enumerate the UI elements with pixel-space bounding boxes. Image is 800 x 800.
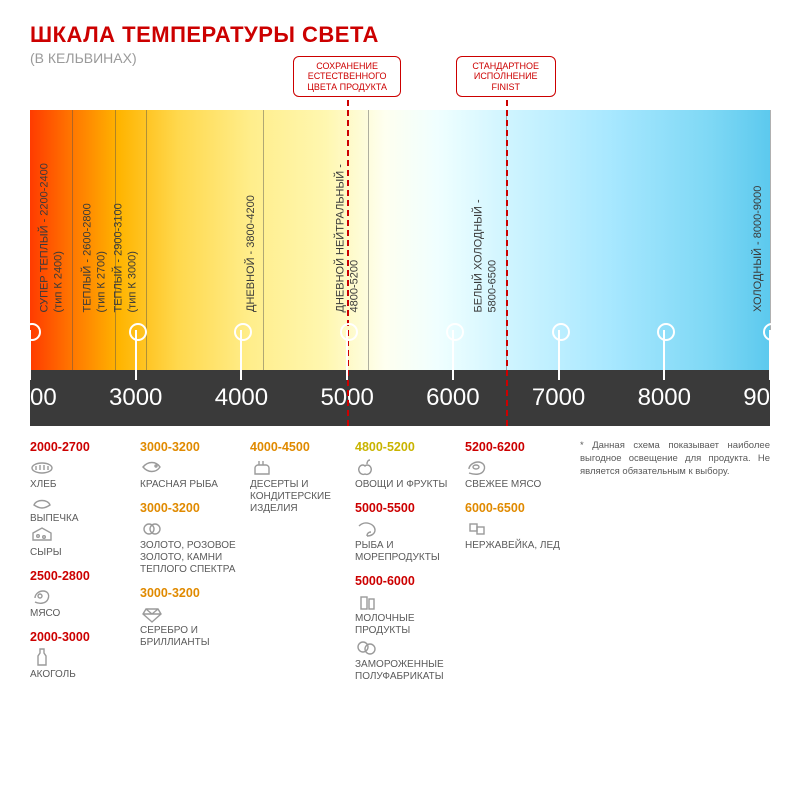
footnote: * Данная схема показывает наиболее выгод… (580, 440, 770, 478)
callout-guideline (506, 100, 508, 426)
rings-icon (140, 518, 164, 538)
product-label: СВЕЖЕЕ МЯСО (465, 479, 580, 491)
product-label: ЗОЛОТО, РОЗОВОЕ ЗОЛОТО, КАМНИ ТЕПЛОГО СП… (140, 540, 255, 576)
temperature-range: 3000-3200 (140, 440, 255, 454)
ice-icon (465, 518, 489, 538)
fish-icon (140, 457, 164, 477)
axis-tick-label: 3000 (109, 384, 162, 412)
product-label: ЗАМОРОЖЕННЫЕ ПОЛУФАБРИКАТЫ (355, 659, 470, 683)
callout-preserve-color: СОХРАНЕНИЕ ЕСТЕСТВЕННОГО ЦВЕТА ПРОДУКТА (293, 56, 401, 97)
temperature-range: 4000-4500 (250, 440, 365, 454)
temperature-range: 2000-3000 (30, 630, 145, 644)
bread-icon (30, 457, 54, 477)
product-label: МОЛОЧНЫЕ ПРОДУКТЫ (355, 613, 470, 637)
axis-tick-label: 8000 (638, 384, 691, 412)
diamond-icon (140, 603, 164, 623)
product-group: 4000-4500 ДЕСЕРТЫ И КОНДИТЕРСКИЕ ИЗДЕЛИЯ (250, 440, 365, 515)
product-group: 5200-6200 СВЕЖЕЕ МЯСО (465, 440, 580, 491)
product-label: СЕРЕБРО И БРИЛЛИАНТЫ (140, 625, 255, 649)
croissant-icon (30, 491, 54, 511)
axis-tick-label: 7000 (532, 384, 585, 412)
cheese-icon (30, 525, 54, 545)
product-column: 4000-4500 ДЕСЕРТЫ И КОНДИТЕРСКИЕ ИЗДЕЛИЯ (250, 440, 365, 525)
page-title: ШКАЛА ТЕМПЕРАТУРЫ СВЕТА (30, 22, 379, 48)
product-label: ХЛЕБ (30, 479, 145, 491)
cake-icon (250, 457, 274, 477)
product-label: АКОГОЛЬ (30, 669, 145, 681)
product-column: 4800-5200 ОВОЩИ И ФРУКТЫ 5000-5500 РЫБА И М… (355, 440, 470, 693)
axis-tick-label: 6000 (426, 384, 479, 412)
temperature-range: 3000-3200 (140, 586, 255, 600)
product-label: РЫБА И МОРЕПРОДУКТЫ (355, 540, 470, 564)
temperature-range: 5200-6200 (465, 440, 580, 454)
spectrum-divider (72, 110, 73, 370)
product-group: 3000-3200 ЗОЛОТО, РОЗОВОЕ ЗОЛОТО, КАМНИ Т… (140, 501, 255, 576)
product-column: 5200-6200 СВЕЖЕЕ МЯСО 6000-6500 НЕРЖАВЕЙКА,… (465, 440, 580, 562)
bottle-icon (30, 647, 54, 667)
tick-lollipop (240, 330, 242, 380)
axis-tick-label: 2000 (3, 384, 56, 412)
tick-lollipop (346, 330, 348, 380)
product-label: КРАСНАЯ РЫБА (140, 479, 255, 491)
product-group: 4800-5200 ОВОЩИ И ФРУКТЫ (355, 440, 470, 491)
product-group: 3000-3200 СЕРЕБРО И БРИЛЛИАНТЫ (140, 586, 255, 649)
tick-lollipop (663, 330, 665, 380)
spectrum-band-label: ДНЕВНОЙ - 3800-4200 (245, 195, 257, 312)
milk-icon (355, 591, 379, 611)
spectrum-band-label: ТЕПЛЫЙ - 2600-2800 (тип К 2700) (81, 203, 109, 312)
product-label: ВЫПЕЧКА (30, 513, 145, 525)
temperature-range: 2000-2700 (30, 440, 145, 454)
tick-lollipop (769, 330, 771, 380)
callout-finist: СТАНДАРТНОЕ ИСПОЛНЕНИЕ FINIST (456, 56, 556, 97)
product-group: 5000-5500 РЫБА И МОРЕПРОДУКТЫ (355, 501, 470, 564)
temperature-range: 4800-5200 (355, 440, 470, 454)
steak-icon (465, 457, 489, 477)
product-group: 5000-6000 МОЛОЧНЫЕ ПРОДУКТЫ ЗАМОРОЖЕННЫЕ П… (355, 574, 470, 683)
product-group: 2000-3000 АКОГОЛЬ (30, 630, 145, 681)
product-column: 2000-2700 ХЛЕБ ВЫПЕЧКА СЫРЫ 2500-2800 МЯСО 200… (30, 440, 145, 691)
product-column: 3000-3200 КРАСНАЯ РЫБА 3000-3200 ЗОЛОТО, РО… (140, 440, 255, 659)
temperature-range: 5000-6000 (355, 574, 470, 588)
product-label: СЫРЫ (30, 547, 145, 559)
axis-tick-label: 4000 (215, 384, 268, 412)
temperature-range: 6000-6500 (465, 501, 580, 515)
temperature-range: 2500-2800 (30, 569, 145, 583)
product-label: НЕРЖАВЕЙКА, ЛЕД (465, 540, 580, 552)
spectrum-band-label: БЕЛЫЙ ХОЛОДНЫЙ - 5800-6500 (472, 199, 500, 312)
product-group: 6000-6500 НЕРЖАВЕЙКА, ЛЕД (465, 501, 580, 552)
temperature-range: 3000-3200 (140, 501, 255, 515)
product-label: МЯСО (30, 608, 145, 620)
product-group: 2500-2800 МЯСО (30, 569, 145, 620)
product-label: ДЕСЕРТЫ И КОНДИТЕРСКИЕ ИЗДЕЛИЯ (250, 479, 365, 515)
spectrum-divider (368, 110, 369, 370)
product-group: 2000-2700 ХЛЕБ ВЫПЕЧКА СЫРЫ (30, 440, 145, 559)
spectrum-divider (263, 110, 264, 370)
kelvin-axis: 20003000400050006000700080009000 (30, 370, 770, 426)
product-group: 3000-3200 КРАСНАЯ РЫБА (140, 440, 255, 491)
tick-lollipop (452, 330, 454, 380)
axis-tick-label: 9000 (743, 384, 796, 412)
product-label: ОВОЩИ И ФРУКТЫ (355, 479, 470, 491)
tick-lollipop (135, 330, 137, 380)
temperature-range: 5000-5500 (355, 501, 470, 515)
meat-icon (30, 586, 54, 606)
tick-lollipop (29, 330, 31, 380)
spectrum-band-label: ТЕПЛЫЙ - 2900-3100 (тип К 3000) (113, 203, 141, 312)
apple-icon (355, 457, 379, 477)
frozen-icon (355, 637, 379, 657)
spectrum-band-label: СУПЕР ТЕПЛЫЙ - 2200-2400 (тип К 2400) (39, 163, 67, 312)
spectrum-band-label: ХОЛОДНЫЙ - 8000-9000 (752, 186, 764, 312)
shrimp-icon (355, 518, 379, 538)
tick-lollipop (558, 330, 560, 380)
